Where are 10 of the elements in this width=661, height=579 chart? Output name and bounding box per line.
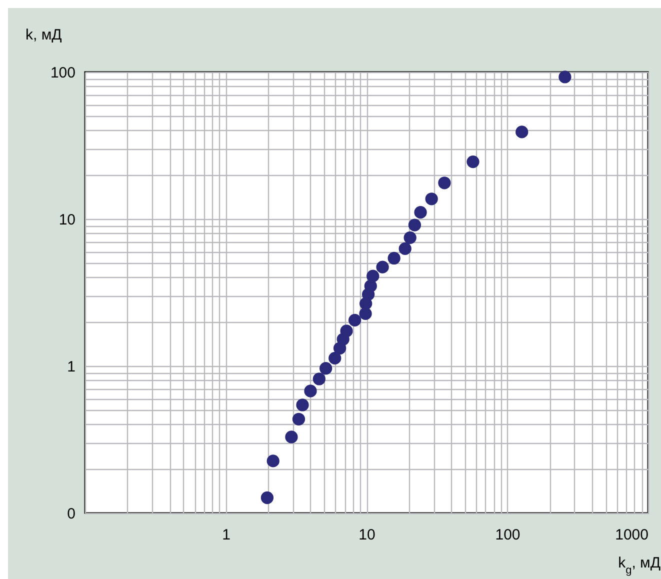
x-axis-title: k$_{g}$, мД — [618, 554, 660, 576]
y-tick-label: 1 — [67, 358, 76, 376]
y-tick-label: 10 — [58, 212, 76, 228]
x-tick-label: 1000 — [615, 526, 648, 544]
y-tick-label: 0 — [67, 506, 76, 522]
x-tick-label: 10 — [358, 526, 376, 544]
y-tick-label: 100 — [50, 64, 76, 82]
y-axis-title: k, мД — [26, 26, 62, 44]
x-tick-label: 100 — [495, 526, 520, 544]
x-tick-label: 1 — [222, 526, 230, 544]
